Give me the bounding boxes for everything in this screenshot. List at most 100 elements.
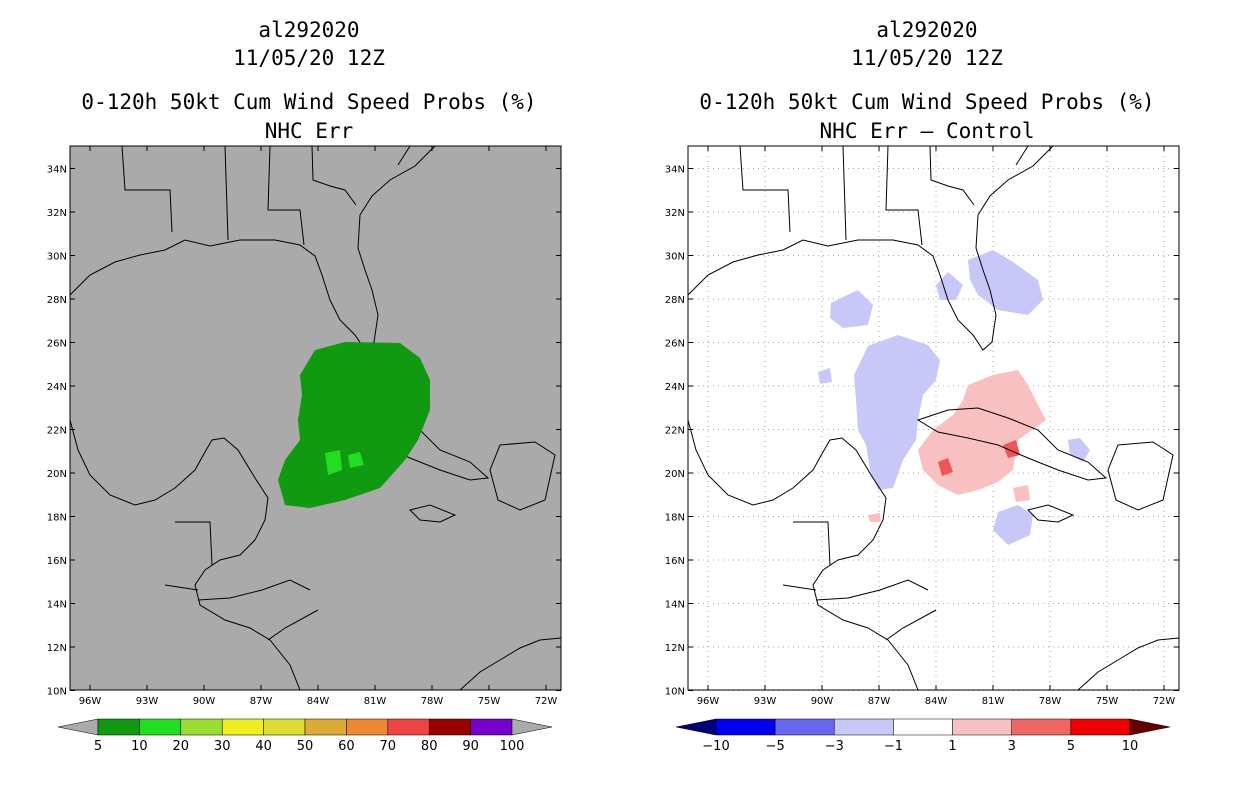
y-tick-label: 20N — [665, 469, 685, 480]
colorbar-label: 1 — [948, 739, 956, 754]
y-tick-label: 34N — [47, 165, 67, 176]
y-tick-label: 20N — [47, 469, 67, 480]
colorbar-cell — [1129, 718, 1171, 736]
axes: 96W 93W 90W 87W 84W 81W 78W 75W 72W 34N 32N 30N 28N 2… — [47, 146, 561, 707]
x-tick-label: 90W — [193, 696, 216, 707]
colorbar-cell — [387, 718, 430, 736]
map-subtitle: NHC Err – Control — [819, 119, 1035, 143]
colorbar-cell — [428, 718, 471, 736]
y-tick-label: 14N — [47, 600, 67, 611]
colorbar-label: 40 — [255, 739, 272, 754]
colorbar-cell — [834, 718, 894, 736]
colorbar-label: 80 — [421, 739, 438, 754]
y-tick-label: 22N — [47, 426, 67, 437]
colorbar-cell — [511, 718, 553, 736]
x-tick-label: 96W — [697, 696, 720, 707]
colorbar-cell — [263, 718, 306, 736]
y-tick-label: 28N — [665, 295, 685, 306]
colorbar-cell — [346, 718, 389, 736]
y-tick-label: 16N — [47, 556, 67, 567]
colorbar-cell — [97, 718, 140, 736]
colorbar-label: −5 — [766, 739, 785, 754]
y-tick-label: 24N — [665, 382, 685, 393]
colorbar-cell — [180, 718, 223, 736]
colorbar-label: 60 — [338, 739, 355, 754]
coastlines — [687, 145, 1180, 691]
y-tick-label: 12N — [47, 643, 67, 654]
colorbar: 5 10 20 30 40 50 60 70 80 90 100 — [57, 718, 553, 754]
x-tick-label: 75W — [1096, 696, 1119, 707]
colorbar-label: 5 — [1067, 739, 1075, 754]
x-tick-label: 93W — [754, 696, 777, 707]
colorbar-cell — [139, 718, 182, 736]
colorbar-label: 50 — [297, 739, 314, 754]
colorbar-cell — [221, 718, 264, 736]
y-tick-label: 18N — [47, 513, 67, 524]
colorbar-label: 10 — [131, 739, 148, 754]
y-tick-label: 16N — [665, 556, 685, 567]
x-tick-label: 78W — [421, 696, 444, 707]
right-map: 96W 93W 90W 87W 84W 81W 78W 75W 72W 34N 32N 30N 28N 2… — [665, 145, 1180, 754]
x-tick-label: 84W — [307, 696, 330, 707]
colorbar-label: −10 — [702, 739, 729, 754]
y-tick-label: 30N — [665, 252, 685, 263]
map-background — [688, 146, 1179, 690]
x-tick-label: 72W — [1153, 696, 1176, 707]
y-tick-label: 18N — [665, 513, 685, 524]
y-tick-label: 26N — [47, 339, 67, 350]
right-panel: al292020 11/05/20 12Z 0-120h 50kt Cum Wi… — [618, 0, 1236, 800]
coastlines — [69, 145, 562, 691]
x-tick-label: 72W — [535, 696, 558, 707]
colorbar-cell — [893, 718, 953, 736]
colorbar: −10 −5 −3 −1 1 3 5 10 — [675, 718, 1171, 754]
colorbar-label: −3 — [825, 739, 844, 754]
y-tick-label: 32N — [47, 208, 67, 219]
storm-id: al292020 — [258, 18, 360, 42]
y-tick-label: 28N — [47, 295, 67, 306]
colorbar-cell — [715, 718, 776, 736]
colorbar-label: 70 — [380, 739, 397, 754]
map-subtitle: NHC Err — [264, 119, 354, 143]
x-tick-label: 75W — [478, 696, 501, 707]
y-tick-label: 10N — [47, 687, 67, 698]
x-tick-label: 78W — [1039, 696, 1062, 707]
colorbar-label: 10 — [1122, 739, 1139, 754]
colorbar-cell — [1011, 718, 1072, 736]
y-tick-label: 14N — [665, 600, 685, 611]
x-tick-label: 87W — [868, 696, 891, 707]
y-tick-label: 12N — [665, 643, 685, 654]
y-tick-label: 24N — [47, 382, 67, 393]
colorbar-label: −1 — [884, 739, 903, 754]
y-tick-label: 26N — [665, 339, 685, 350]
y-tick-label: 22N — [665, 426, 685, 437]
probability-contours — [278, 342, 430, 508]
y-tick-label: 30N — [47, 252, 67, 263]
x-tick-label: 81W — [364, 696, 387, 707]
map-title: 0-120h 50kt Cum Wind Speed Probs (%) — [81, 90, 537, 114]
date-time: 11/05/20 12Z — [851, 46, 1003, 70]
left-panel: al292020 11/05/20 12Z 0-120h 50kt Cum Wi… — [47, 18, 562, 754]
x-tick-label: 90W — [811, 696, 834, 707]
x-tick-label: 87W — [250, 696, 273, 707]
colorbar-label: 100 — [500, 739, 525, 754]
colorbar-cell — [470, 718, 513, 736]
colorbar-cell — [952, 718, 1012, 736]
x-tick-label: 96W — [79, 696, 102, 707]
colorbar-label: 20 — [173, 739, 190, 754]
colorbar-label: 3 — [1008, 739, 1016, 754]
colorbar-label: 5 — [94, 739, 102, 754]
x-tick-label: 81W — [982, 696, 1005, 707]
left-map: 96W 93W 90W 87W 84W 81W 78W 75W 72W 34N 32N 30N 28N 2… — [47, 145, 562, 754]
date-time: 11/05/20 12Z — [233, 46, 385, 70]
y-tick-label: 34N — [665, 165, 685, 176]
y-tick-label: 10N — [665, 687, 685, 698]
colorbar-cell — [1070, 718, 1131, 736]
colorbar-cell — [675, 718, 717, 736]
x-tick-label: 93W — [136, 696, 159, 707]
map-title: 0-120h 50kt Cum Wind Speed Probs (%) — [699, 90, 1155, 114]
axes: 96W 93W 90W 87W 84W 81W 78W 75W 72W 34N 32N 30N 28N 2… — [665, 146, 1179, 707]
y-tick-label: 32N — [665, 208, 685, 219]
storm-id: al292020 — [876, 18, 978, 42]
colorbar-cell — [304, 718, 347, 736]
colorbar-cell — [774, 718, 835, 736]
